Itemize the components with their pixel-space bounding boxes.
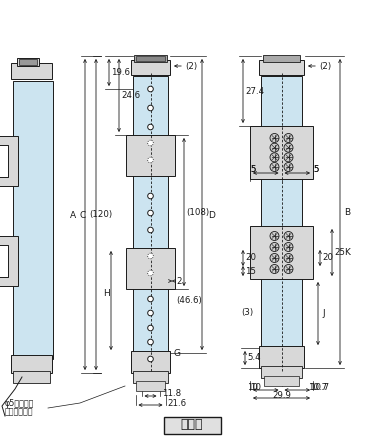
Circle shape	[148, 270, 153, 276]
FancyBboxPatch shape	[164, 416, 221, 434]
Text: 10.7: 10.7	[308, 382, 327, 392]
Bar	[133, 371, 168, 383]
Text: 20: 20	[322, 254, 333, 262]
Circle shape	[284, 232, 293, 240]
Text: G: G	[173, 348, 180, 358]
Text: 5.4: 5.4	[247, 354, 260, 363]
Circle shape	[270, 265, 279, 273]
Circle shape	[148, 356, 153, 362]
Text: (2): (2)	[185, 61, 197, 71]
Text: φ5灰色電線: φ5灰色電線	[5, 400, 34, 408]
Circle shape	[284, 265, 293, 273]
Circle shape	[148, 339, 153, 345]
Bar	[131, 351, 170, 373]
Text: C: C	[80, 210, 86, 220]
Bar	[11, 355, 52, 373]
Text: 29.9: 29.9	[272, 390, 291, 400]
Circle shape	[284, 254, 293, 262]
Text: 5: 5	[313, 164, 319, 173]
Bar	[136, 381, 165, 391]
Bar	[259, 60, 304, 75]
Circle shape	[270, 232, 279, 240]
Bar	[134, 55, 167, 62]
Text: K: K	[344, 248, 350, 257]
Circle shape	[270, 134, 279, 142]
Bar	[17, 58, 39, 66]
Text: H: H	[104, 289, 110, 299]
Text: (120): (120)	[89, 210, 112, 220]
Circle shape	[284, 134, 293, 142]
Bar	[133, 76, 168, 353]
Circle shape	[148, 124, 153, 130]
Circle shape	[284, 162, 293, 172]
Bar	[13, 371, 50, 383]
Bar	[261, 76, 302, 348]
Circle shape	[148, 140, 153, 146]
Bar	[250, 226, 313, 279]
Circle shape	[284, 143, 293, 152]
Text: 5: 5	[250, 164, 256, 173]
Text: D: D	[208, 210, 215, 220]
Circle shape	[148, 325, 153, 331]
Bar	[0, 136, 18, 186]
Text: 10: 10	[250, 382, 262, 392]
Text: （帶黑色線）: （帶黑色線）	[5, 407, 33, 416]
Bar	[264, 376, 299, 386]
Circle shape	[148, 157, 153, 163]
Circle shape	[270, 143, 279, 152]
Circle shape	[148, 253, 153, 259]
Bar	[13, 81, 53, 359]
Bar	[19, 59, 37, 65]
Circle shape	[284, 153, 293, 162]
Bar	[0, 245, 9, 277]
Bar	[136, 56, 165, 61]
Text: 24.6: 24.6	[121, 91, 140, 100]
Bar	[259, 346, 304, 368]
Bar	[131, 60, 170, 75]
Bar	[0, 145, 9, 177]
Text: 10: 10	[247, 382, 259, 392]
Bar	[261, 366, 302, 378]
Text: (108): (108)	[186, 208, 209, 217]
Circle shape	[148, 105, 153, 111]
Circle shape	[148, 296, 153, 302]
Text: (3): (3)	[241, 309, 253, 318]
Text: 25: 25	[334, 248, 345, 257]
Text: 19.6: 19.6	[111, 68, 130, 77]
Bar	[126, 248, 175, 289]
Circle shape	[148, 210, 153, 216]
Bar	[250, 126, 313, 179]
Bar	[126, 135, 175, 176]
Circle shape	[270, 243, 279, 251]
Text: (2): (2)	[319, 61, 331, 71]
Circle shape	[148, 86, 153, 92]
Circle shape	[270, 162, 279, 172]
Bar	[263, 55, 300, 62]
Text: 15: 15	[245, 266, 256, 276]
Text: (46.6): (46.6)	[176, 296, 202, 306]
Text: 20: 20	[245, 254, 256, 262]
Text: 5: 5	[250, 164, 256, 173]
Circle shape	[148, 227, 153, 233]
Text: J: J	[322, 309, 325, 318]
Circle shape	[270, 254, 279, 262]
Text: 21.6: 21.6	[167, 399, 187, 407]
Circle shape	[148, 310, 153, 316]
Text: 5: 5	[313, 164, 319, 173]
Bar	[0, 236, 18, 286]
Circle shape	[284, 243, 293, 251]
Text: B: B	[344, 208, 350, 217]
Text: 受光器: 受光器	[181, 419, 203, 431]
Circle shape	[148, 193, 153, 199]
Text: 27.4: 27.4	[245, 86, 264, 96]
Text: 10.7: 10.7	[311, 382, 329, 392]
Text: 2: 2	[176, 277, 182, 285]
Bar	[11, 63, 52, 79]
Text: A: A	[70, 210, 76, 220]
Circle shape	[270, 153, 279, 162]
Text: 11.8: 11.8	[162, 389, 182, 399]
